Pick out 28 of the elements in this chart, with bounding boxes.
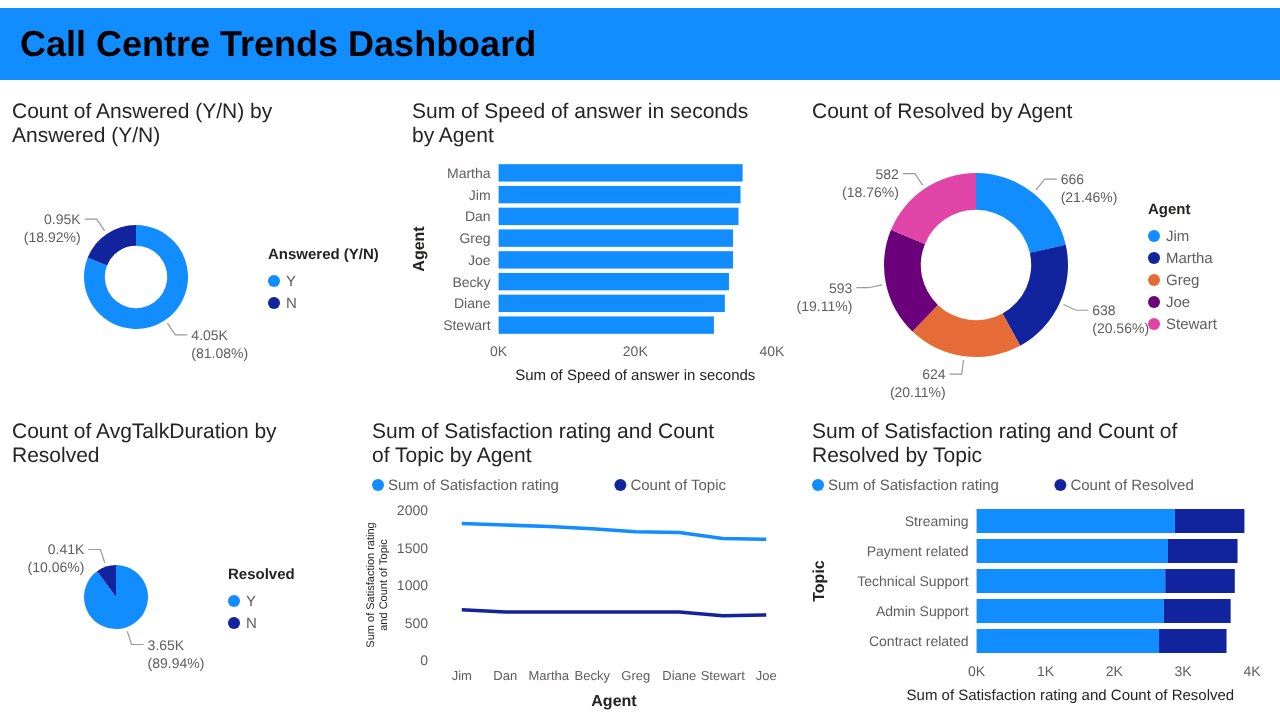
bar bbox=[1159, 629, 1227, 653]
chart-title: Count of Resolved by Agent bbox=[812, 100, 1073, 124]
donut-slice bbox=[84, 225, 188, 329]
bar bbox=[976, 629, 1160, 653]
donut-slice bbox=[87, 225, 136, 266]
line-series bbox=[459, 521, 769, 542]
chart-title: Sum of Speed of answer in seconds by Agent bbox=[412, 100, 749, 148]
bar bbox=[976, 509, 1175, 533]
pie-slice bbox=[84, 565, 148, 629]
pie-slice bbox=[97, 565, 116, 597]
x-axis-title: Agent bbox=[591, 692, 638, 710]
bar bbox=[1165, 569, 1235, 593]
donut-slice bbox=[1002, 244, 1068, 346]
donut-slice bbox=[884, 229, 938, 332]
y-axis-title: Agent bbox=[410, 225, 428, 272]
text: Call Centre Trends Dashboard bbox=[20, 24, 537, 64]
bar bbox=[976, 539, 1168, 563]
bar bbox=[976, 599, 1164, 623]
chart-title: Count of AvgTalkDuration by Resolved bbox=[12, 420, 279, 468]
y-axis-title: Topic bbox=[810, 559, 828, 602]
chart-title: Count of Answered (Y/N) by Answered (Y/N) bbox=[12, 100, 274, 148]
bar bbox=[976, 569, 1166, 593]
chart-title: Sum of Satisfaction rating and Count of Resolved by Topic bbox=[812, 420, 1178, 468]
donut-slice bbox=[912, 304, 1021, 357]
bar bbox=[1174, 509, 1245, 533]
bar bbox=[1163, 599, 1231, 623]
chart-title: Sum of Satisfaction rating and Count of Topic by Agent bbox=[372, 420, 715, 468]
bar bbox=[1168, 539, 1238, 563]
